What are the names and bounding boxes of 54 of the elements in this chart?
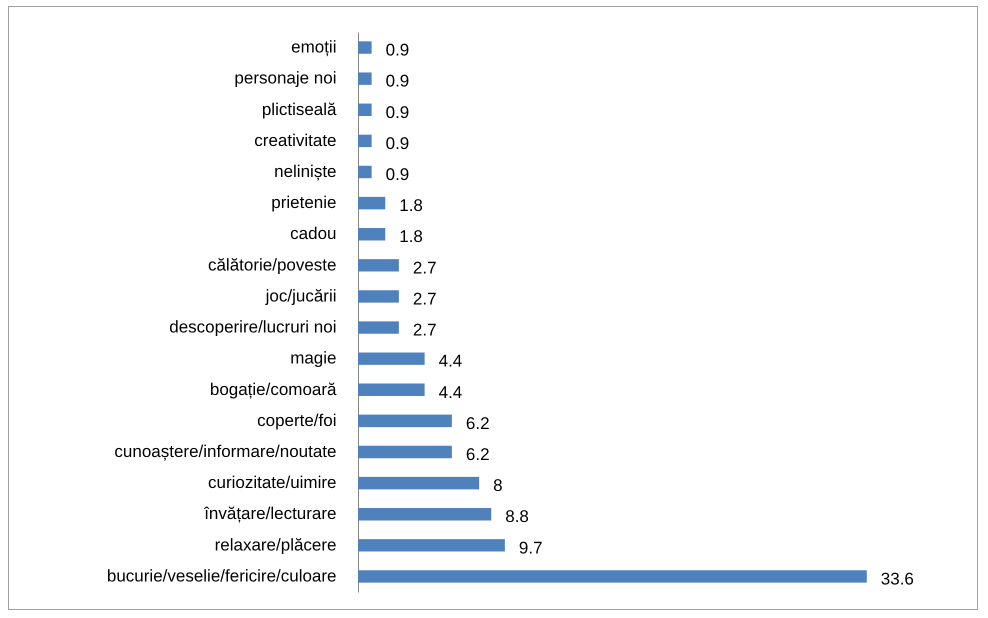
bar [358, 352, 425, 365]
y-tick-label: relaxare/plăcere [214, 535, 336, 554]
y-tick-label: cunoaștere/informare/noutate [114, 442, 336, 461]
data-label: 2.7 [412, 258, 437, 278]
data-label: 8 [493, 476, 503, 496]
data-label: 1.8 [399, 227, 423, 246]
y-tick-label: creativitate [254, 130, 336, 150]
y-tick-label: descoperire/lucruri noi [169, 318, 336, 337]
bar [358, 539, 505, 552]
bar [358, 259, 399, 272]
y-tick-label: bucurie/veselie/fericire/culoare [106, 566, 336, 586]
bar [358, 134, 372, 148]
data-label: 2.7 [412, 320, 437, 340]
bar [358, 72, 372, 85]
y-tick-label: neliniște [274, 162, 336, 181]
bar [358, 166, 372, 178]
y-tick-label: călătorie/poveste [208, 255, 336, 274]
data-label: 4.4 [438, 382, 462, 402]
y-tick-label: prietenie [271, 193, 336, 212]
y-tick-label: personaje noi [234, 68, 336, 88]
y-tick-label: coperte/foi [257, 410, 336, 430]
bar [358, 384, 425, 396]
y-tick-label: plictiseală [262, 100, 338, 119]
data-label: 0.9 [386, 165, 410, 184]
bar [358, 508, 492, 520]
bar [358, 446, 452, 458]
y-tick-label: cadou [290, 224, 336, 244]
bar [358, 414, 452, 428]
data-label: 0.9 [386, 134, 410, 153]
data-label: 0.9 [386, 40, 410, 60]
bar [358, 228, 386, 240]
y-tick-label: magie [290, 348, 336, 368]
y-tick-label: emoții [291, 38, 336, 57]
bar [358, 476, 480, 490]
data-label: 2.7 [412, 289, 437, 308]
y-tick-label: învățare/lecturare [203, 504, 336, 524]
bar [358, 104, 372, 116]
data-label: 8.8 [505, 507, 529, 526]
data-label: 4.4 [438, 352, 462, 371]
bar [358, 321, 399, 334]
data-label: 9.7 [518, 538, 543, 558]
data-label: 6.2 [466, 445, 490, 464]
data-label: 33.6 [880, 569, 914, 588]
y-tick-label: joc/jucării [264, 286, 336, 306]
y-tick-label: bogație/comoară [210, 380, 338, 399]
data-label: 6.2 [466, 414, 490, 433]
data-label: 1.8 [399, 196, 423, 216]
bar [358, 41, 372, 54]
bar [358, 196, 386, 210]
bar [358, 290, 399, 303]
data-label: 0.9 [386, 102, 410, 122]
bar [358, 570, 867, 583]
data-label: 0.9 [386, 72, 410, 91]
y-tick-label: curiozitate/uimire [208, 473, 336, 492]
